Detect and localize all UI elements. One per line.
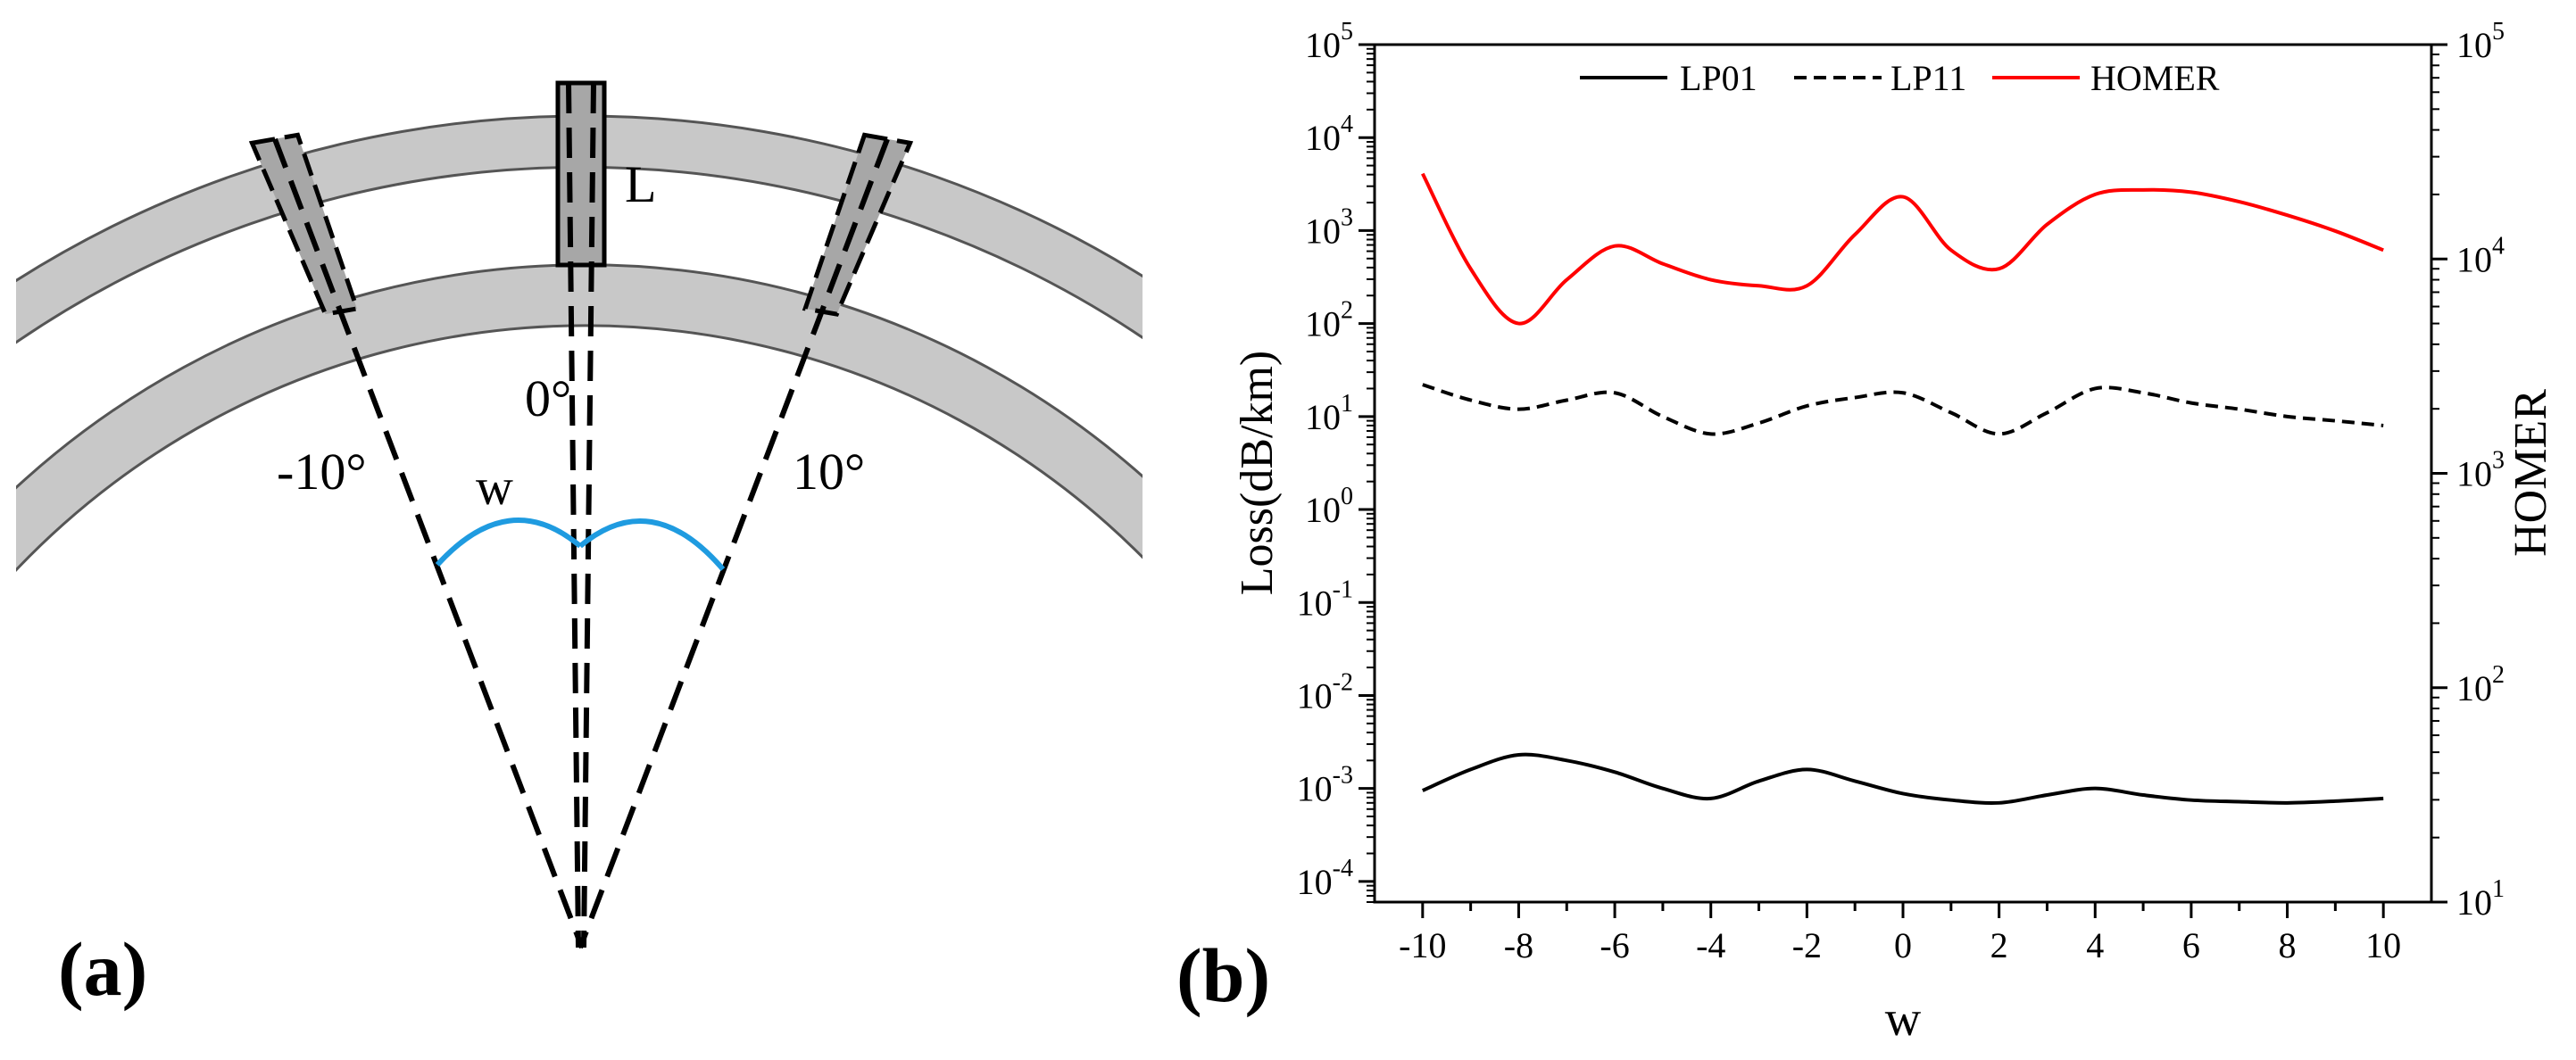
series-line-lp11 xyxy=(1422,383,2384,436)
support-bar-center xyxy=(555,80,607,268)
length-label: L xyxy=(625,155,656,213)
y2-axis-title: HOMER xyxy=(2505,389,2556,557)
y2-tick-label: 102 xyxy=(2456,661,2505,708)
y-tick-label: 104 xyxy=(1305,111,1353,158)
legend-label-lp11: LP11 xyxy=(1890,58,1966,98)
y-tick-label: 105 xyxy=(1305,18,1353,65)
outer-cladding-ring xyxy=(16,114,1143,344)
y-tick-label: 10-4 xyxy=(1297,855,1353,902)
panel-b-chart: (b) -10 -8 -6 -4 -2 0 2 4 6 8 10 105 104 103 102 101 100… xyxy=(1176,18,2556,1047)
x-tick-label: -6 xyxy=(1600,925,1629,965)
radial-line-right xyxy=(578,137,890,949)
y-tick-label: 101 xyxy=(1305,390,1353,437)
x-tick-label: -8 xyxy=(1504,925,1533,965)
x-tick-label: -10 xyxy=(1399,925,1446,965)
inner-tube-ring xyxy=(16,263,1143,573)
y2-tick-label: 104 xyxy=(2456,232,2505,279)
y2-tick-label: 101 xyxy=(2456,875,2505,923)
plot-frame xyxy=(1373,43,2433,904)
series-line-homer xyxy=(1421,172,2384,326)
series-line-lp01 xyxy=(1422,752,2384,806)
y2-tick-label: 105 xyxy=(2456,18,2505,65)
y-tick-label: 10-3 xyxy=(1297,762,1353,809)
angle-label-left: -10° xyxy=(277,443,367,501)
chart-marks: -10 -8 -6 -4 -2 0 2 4 6 8 10 105 104 103 102 101 100 10-1… xyxy=(1297,18,2505,965)
radial-line-center-right xyxy=(581,82,596,948)
y-tick-label: 102 xyxy=(1305,297,1353,344)
radial-line-left xyxy=(272,137,585,949)
y-axis-title: Loss(dB/km) xyxy=(1232,351,1283,595)
x-tick-label: 8 xyxy=(2279,925,2297,965)
panel-a-label: (a) xyxy=(58,926,147,1012)
x-axis-title: w xyxy=(1885,991,1922,1047)
width-label: w xyxy=(476,458,513,516)
angle-label-center: 0° xyxy=(525,369,571,427)
x-tick-label: -2 xyxy=(1792,925,1822,965)
x-tick-label: 0 xyxy=(1894,925,1912,965)
x-tick-label: 10 xyxy=(2365,925,2401,965)
legend-label-lp01: LP01 xyxy=(1680,58,1757,98)
x-tick-label: 4 xyxy=(2086,925,2104,965)
angle-label-right: 10° xyxy=(793,443,865,501)
y-tick-label: 10-2 xyxy=(1297,668,1353,716)
legend: LP01 LP11 HOMER xyxy=(1580,58,2220,98)
panel-a-schematic: L 0° -10° 10° w (a) xyxy=(16,80,1143,1012)
x-tick-label: 2 xyxy=(1990,925,2008,965)
width-arc-right xyxy=(578,518,726,571)
width-arc-left xyxy=(435,518,582,567)
radial-line-center-left xyxy=(566,82,581,948)
x-tick-label: 6 xyxy=(2182,925,2200,965)
y-tick-label: 103 xyxy=(1305,203,1353,251)
legend-label-homer: HOMER xyxy=(2090,58,2220,98)
x-tick-label: -4 xyxy=(1696,925,1725,965)
y2-tick-label: 103 xyxy=(2456,447,2505,494)
y-tick-label: 10-1 xyxy=(1297,576,1353,623)
y-tick-label: 100 xyxy=(1305,483,1353,530)
panel-b-label: (b) xyxy=(1176,932,1270,1018)
